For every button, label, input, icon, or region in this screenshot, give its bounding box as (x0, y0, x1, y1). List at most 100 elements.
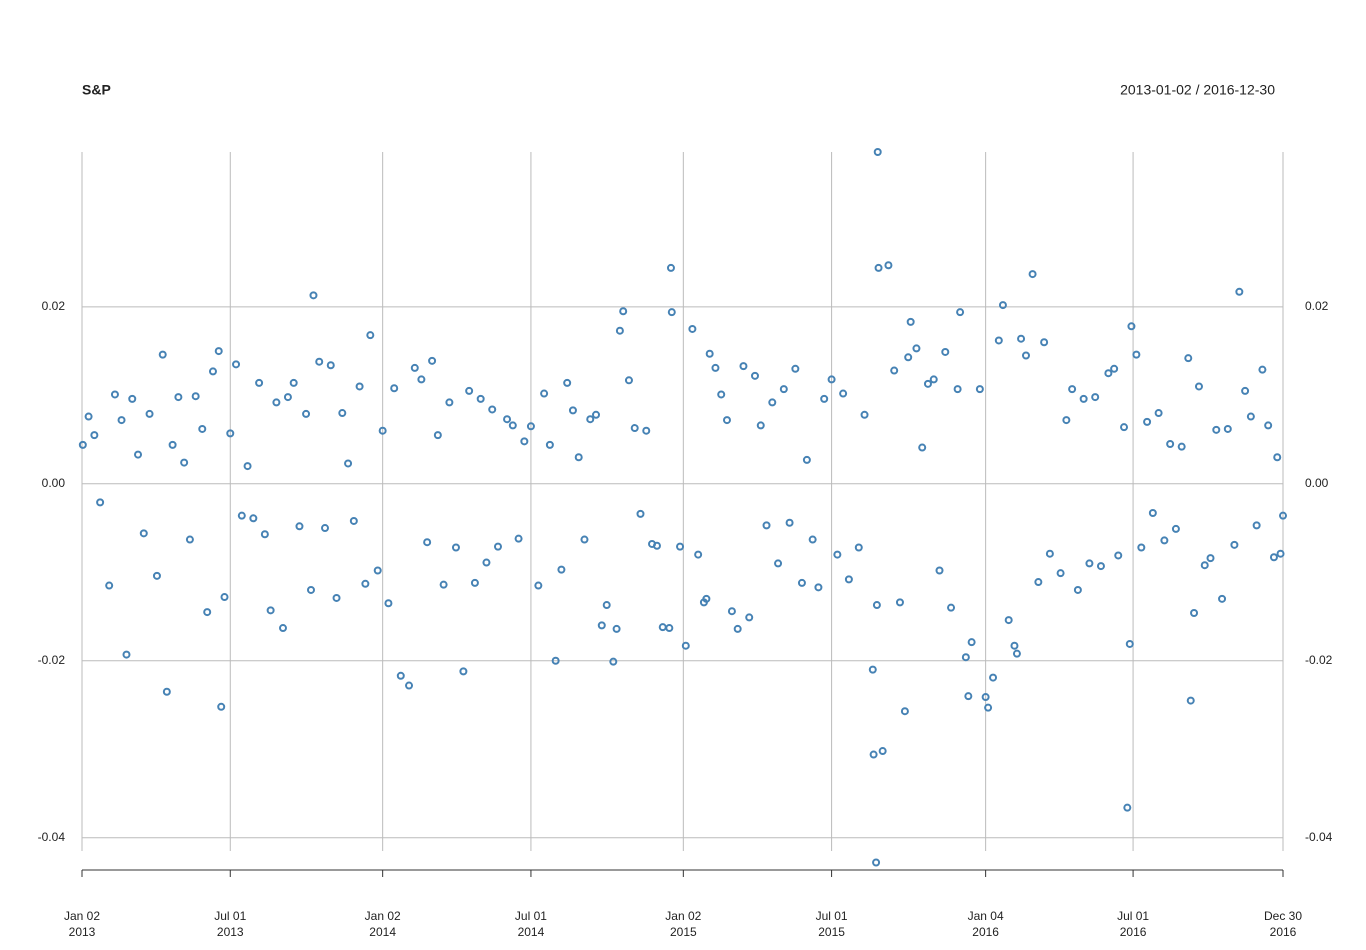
data-point (890, 366, 899, 375)
data-point (1154, 409, 1163, 418)
data-point (1110, 364, 1119, 373)
data-point (309, 291, 318, 300)
data-point (739, 362, 748, 371)
data-point (768, 398, 777, 407)
data-point (665, 624, 674, 633)
data-point (1034, 578, 1043, 587)
data-point (947, 603, 956, 612)
x-tick-label-date: Jan 02 (665, 909, 701, 923)
data-point (349, 516, 358, 525)
data-point (904, 353, 913, 362)
data-point (361, 579, 370, 588)
data-point (226, 429, 235, 438)
x-tick-label-year: 2014 (518, 925, 545, 939)
data-point (514, 534, 523, 543)
chart-title: S&P (82, 82, 111, 98)
data-point (869, 750, 878, 759)
data-point (384, 599, 393, 608)
x-tick-label: Jul 01 2013 (214, 909, 246, 939)
data-point (503, 415, 512, 424)
x-tick-label: Jan 02 2015 (665, 909, 701, 939)
x-tick-label: Jul 01 2014 (515, 909, 547, 939)
data-point (975, 385, 984, 394)
data-point (808, 535, 817, 544)
data-point (396, 671, 405, 680)
data-point (1241, 386, 1250, 395)
data-point (428, 356, 437, 365)
data-point (237, 511, 246, 520)
data-point (1200, 561, 1209, 570)
data-point (1137, 543, 1146, 552)
x-tick-label-year: 2013 (217, 925, 244, 939)
x-tick-label: Jan 02 2014 (365, 909, 401, 939)
data-point (1276, 549, 1285, 558)
x-tick-label-date: Jan 02 (64, 909, 100, 923)
data-point (681, 641, 690, 650)
data-point (918, 443, 927, 452)
data-point (272, 398, 281, 407)
data-point (488, 405, 497, 414)
data-point (1143, 417, 1152, 426)
data-point (1218, 594, 1227, 603)
data-point (1012, 649, 1021, 658)
data-point (727, 607, 736, 616)
data-point (1279, 511, 1287, 520)
data-point (802, 455, 811, 464)
data-point (1040, 338, 1049, 347)
data-point (526, 422, 535, 431)
data-point (745, 613, 754, 622)
data-point (580, 535, 589, 544)
x-tick-label-date: Jul 01 (515, 909, 547, 923)
data-point (243, 462, 252, 471)
data-point (597, 621, 606, 630)
x-tick-label: Jan 04 2016 (968, 909, 1004, 939)
data-point (1004, 616, 1013, 625)
data-point (1230, 540, 1239, 549)
data-point (482, 558, 491, 567)
data-point (827, 375, 836, 384)
data-point (667, 308, 676, 317)
data-point (900, 707, 909, 716)
data-point (306, 585, 315, 594)
data-point (191, 392, 200, 401)
data-point (1091, 393, 1100, 402)
data-point (1021, 351, 1030, 360)
data-point (1114, 551, 1123, 560)
data-point (283, 393, 292, 402)
y-tick-label-right: 0.00 (1305, 476, 1329, 490)
data-point (658, 623, 667, 632)
x-tick-label-date: Jul 01 (1117, 909, 1149, 923)
data-point (941, 347, 950, 356)
data-point (1160, 536, 1169, 545)
data-point (756, 421, 765, 430)
x-tick-label-year: 2015 (818, 925, 845, 939)
data-point (961, 653, 970, 662)
data-point (868, 665, 877, 674)
y-tick-label-right: 0.02 (1305, 299, 1329, 313)
data-point (568, 406, 577, 415)
data-point (762, 521, 771, 530)
data-point (956, 308, 965, 317)
data-point (557, 565, 566, 574)
data-point (1252, 521, 1261, 530)
data-point (563, 378, 572, 387)
data-point (302, 409, 311, 418)
data-point (439, 580, 448, 589)
y-tick-label: 0.00 (42, 476, 66, 490)
data-point (1079, 394, 1088, 403)
data-point (1010, 641, 1019, 650)
data-point (998, 301, 1007, 310)
data-point (180, 458, 189, 467)
data-point (417, 375, 426, 384)
data-point (208, 367, 217, 376)
x-tick-label-year: 2016 (1120, 925, 1147, 939)
data-point (520, 437, 529, 446)
data-point (145, 409, 154, 418)
data-point (162, 687, 171, 696)
data-point (981, 693, 990, 702)
data-point (321, 524, 330, 533)
data-point (872, 858, 881, 867)
data-point (344, 459, 353, 468)
x-tick-label: Jul 01 2016 (1117, 909, 1149, 939)
